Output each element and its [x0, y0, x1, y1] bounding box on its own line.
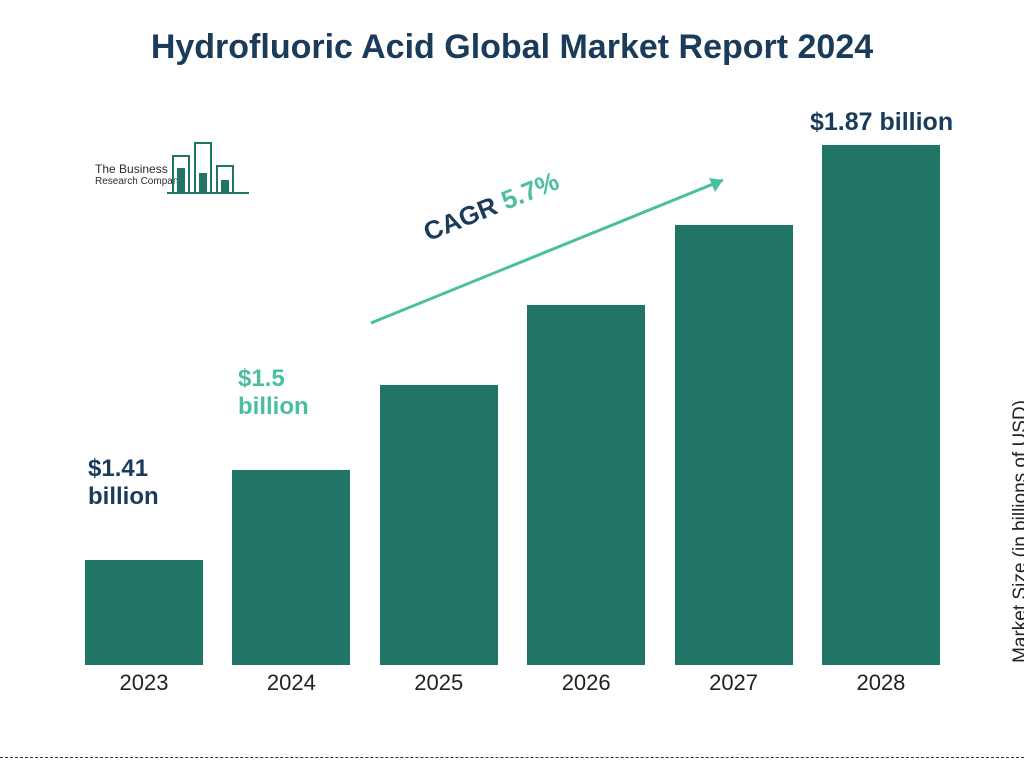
- callout-unit: billion: [238, 393, 309, 420]
- x-label: 2026: [527, 670, 645, 696]
- y-axis-label: Market Size (in billions of USD): [1010, 400, 1024, 663]
- x-axis-labels: 2023 2024 2025 2026 2027 2028: [85, 670, 940, 696]
- callout-first-year: $1.41 billion: [88, 455, 159, 510]
- x-label: 2028: [822, 670, 940, 696]
- x-label: 2025: [380, 670, 498, 696]
- callout-second-year: $1.5 billion: [238, 365, 309, 420]
- cagr-annotation: CAGR 5.7%: [363, 168, 743, 333]
- bar-2023: [85, 560, 203, 665]
- callout-unit: billion: [88, 483, 159, 510]
- callout-last-year: $1.87 billion: [810, 108, 953, 137]
- x-label: 2024: [232, 670, 350, 696]
- x-label: 2023: [85, 670, 203, 696]
- callout-value: $1.41: [88, 455, 148, 482]
- bottom-divider: [0, 757, 1024, 758]
- bar-2026: [527, 305, 645, 665]
- x-label: 2027: [675, 670, 793, 696]
- callout-value: $1.5: [238, 365, 285, 392]
- chart-title: Hydrofluoric Acid Global Market Report 2…: [0, 28, 1024, 67]
- bar-2028: [822, 145, 940, 665]
- bar-2025: [380, 385, 498, 665]
- bar-2024: [232, 470, 350, 665]
